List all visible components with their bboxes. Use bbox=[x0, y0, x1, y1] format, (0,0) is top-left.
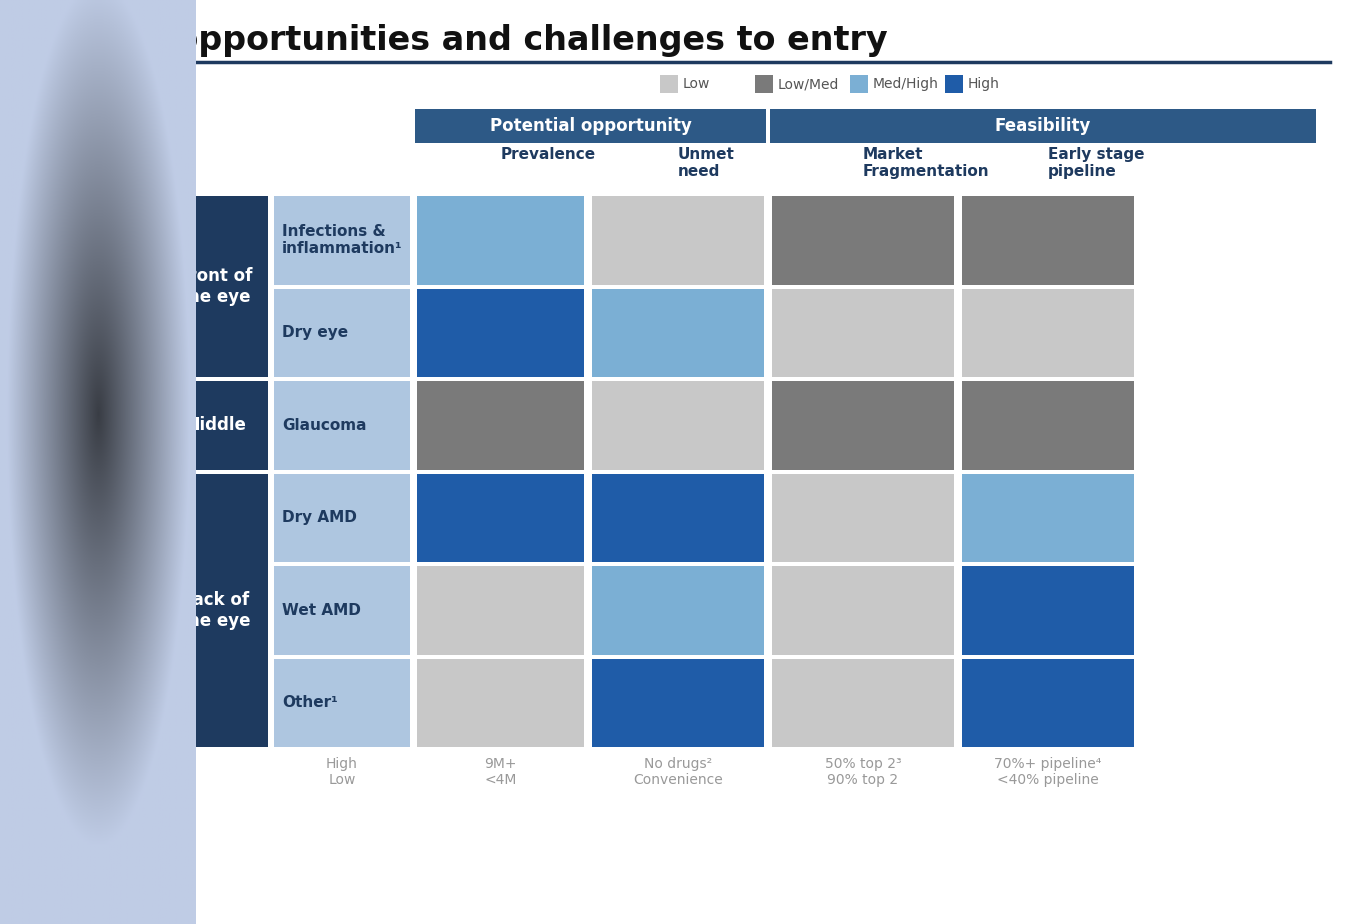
Text: Other¹: Other¹ bbox=[282, 695, 338, 711]
Bar bbox=[772, 566, 954, 654]
Text: Dry AMD: Dry AMD bbox=[282, 510, 356, 525]
Bar bbox=[772, 381, 954, 469]
Bar bbox=[772, 288, 954, 377]
Text: Prevalence: Prevalence bbox=[500, 147, 596, 162]
Bar bbox=[592, 473, 764, 562]
Bar bbox=[417, 381, 584, 469]
Bar bbox=[772, 196, 954, 285]
Bar bbox=[962, 566, 1134, 654]
Bar bbox=[592, 381, 764, 469]
Bar bbox=[160, 194, 1315, 749]
Bar bbox=[772, 659, 954, 747]
Text: Market
Fragmentation: Market Fragmentation bbox=[863, 147, 990, 179]
Text: Low/Med: Low/Med bbox=[777, 77, 839, 91]
Text: 70%+ pipeline⁴
<40% pipeline: 70%+ pipeline⁴ <40% pipeline bbox=[994, 757, 1102, 787]
Bar bbox=[274, 659, 410, 747]
Text: Infections &
inflammation¹: Infections & inflammation¹ bbox=[282, 224, 402, 257]
Bar bbox=[755, 75, 773, 93]
Text: 50% top 2³
90% top 2: 50% top 2³ 90% top 2 bbox=[824, 757, 901, 787]
Bar bbox=[962, 381, 1134, 469]
Text: Unmet
need: Unmet need bbox=[678, 147, 734, 179]
Bar bbox=[417, 566, 584, 654]
Bar bbox=[416, 109, 767, 143]
Text: Early stage
pipeline: Early stage pipeline bbox=[1048, 147, 1145, 179]
Bar bbox=[417, 288, 584, 377]
Text: Wet AMD: Wet AMD bbox=[282, 602, 360, 618]
Bar bbox=[592, 288, 764, 377]
Text: Potential opportunity: Potential opportunity bbox=[490, 117, 691, 135]
Bar bbox=[161, 196, 268, 377]
Bar bbox=[946, 75, 963, 93]
Bar bbox=[417, 473, 584, 562]
Text: Feasibility: Feasibility bbox=[995, 117, 1091, 135]
Text: Dry eye: Dry eye bbox=[282, 325, 348, 340]
Bar bbox=[161, 381, 268, 469]
Bar bbox=[417, 196, 584, 285]
Bar bbox=[274, 196, 410, 285]
Bar bbox=[850, 75, 868, 93]
Text: High
Low: High Low bbox=[325, 757, 358, 787]
Bar bbox=[592, 566, 764, 654]
Bar bbox=[274, 473, 410, 562]
Text: Front of
the eye: Front of the eye bbox=[178, 267, 253, 306]
Bar bbox=[769, 109, 1315, 143]
Text: Low: Low bbox=[683, 77, 710, 91]
Bar bbox=[592, 659, 764, 747]
Text: 9M+
<4M: 9M+ <4M bbox=[484, 757, 516, 787]
Bar bbox=[962, 288, 1134, 377]
Bar bbox=[274, 566, 410, 654]
Text: Back of
the eye: Back of the eye bbox=[180, 590, 250, 629]
Text: No drugs²
Convenience: No drugs² Convenience bbox=[633, 757, 722, 787]
Bar bbox=[962, 659, 1134, 747]
Bar bbox=[274, 381, 410, 469]
Bar bbox=[660, 75, 678, 93]
Text: Glaucoma: Glaucoma bbox=[282, 418, 366, 432]
Bar bbox=[274, 288, 410, 377]
Bar bbox=[161, 473, 268, 747]
Text: High: High bbox=[968, 77, 999, 91]
Bar bbox=[962, 196, 1134, 285]
Text: Med/High: Med/High bbox=[873, 77, 939, 91]
Bar bbox=[592, 196, 764, 285]
Text: Distinct opportunities and challenges to entry: Distinct opportunities and challenges to… bbox=[17, 24, 888, 57]
Bar bbox=[772, 473, 954, 562]
Bar bbox=[417, 659, 584, 747]
Text: Middle: Middle bbox=[183, 416, 246, 434]
Bar bbox=[962, 473, 1134, 562]
